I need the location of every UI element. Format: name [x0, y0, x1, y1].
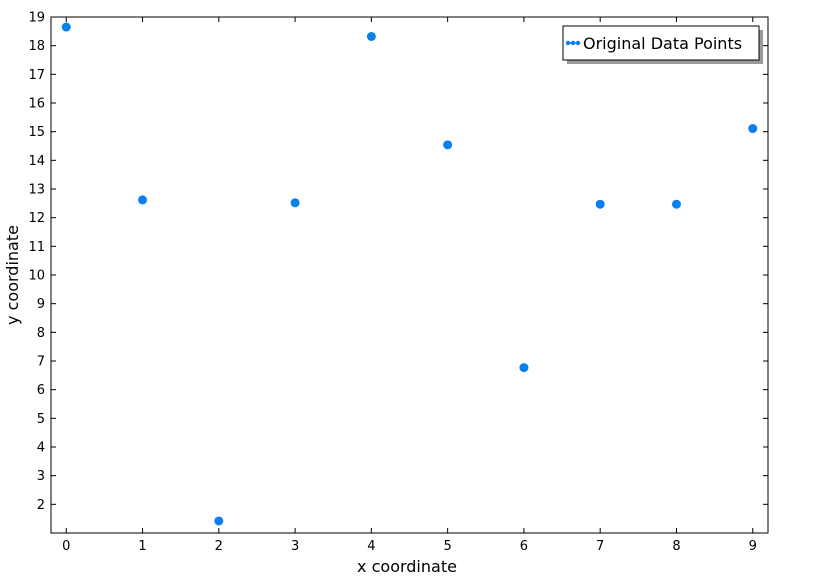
- data-point: [748, 124, 758, 134]
- y-axis-label: y coordinate: [3, 225, 22, 325]
- data-point: [443, 140, 453, 150]
- y-tick-label: 18: [28, 39, 45, 54]
- y-axis-ticks: 2 3 4 5 6 7 8 9 10 11 12 13 14 15 16 17 18 19: [28, 11, 768, 513]
- data-point: [290, 198, 300, 208]
- y-tick-label: 14: [28, 154, 45, 169]
- data-point: [366, 31, 376, 41]
- data-point: [138, 195, 148, 205]
- y-tick-label: 16: [28, 97, 45, 112]
- legend-dot: [570, 40, 576, 46]
- y-tick-label: 17: [28, 68, 45, 83]
- y-tick-label: 2: [37, 498, 45, 513]
- data-point: [519, 363, 529, 373]
- legend-dot: [575, 40, 581, 46]
- legend-label: Original Data Points: [583, 34, 742, 53]
- legend-marker: [565, 40, 581, 46]
- y-tick-label: 5: [37, 412, 45, 427]
- x-tick-label: 6: [520, 539, 528, 554]
- data-point: [214, 516, 224, 526]
- x-axis-ticks: 0 1 2 3 4 5 6 7 8 9: [62, 17, 757, 554]
- y-tick-label: 4: [37, 441, 45, 456]
- y-tick-label: 11: [28, 240, 45, 255]
- x-tick-label: 1: [138, 539, 146, 554]
- data-point: [61, 22, 71, 32]
- y-tick-label: 12: [28, 211, 45, 226]
- x-tick-label: 9: [749, 539, 757, 554]
- y-tick-label: 7: [37, 355, 45, 370]
- y-tick-label: 8: [37, 326, 45, 341]
- x-tick-label: 7: [596, 539, 604, 554]
- x-tick-label: 0: [62, 539, 70, 554]
- plot-frame: [50, 16, 769, 534]
- x-tick-label: 4: [367, 539, 375, 554]
- legend: Original Data Points: [562, 25, 763, 64]
- x-tick-label: 3: [291, 539, 299, 554]
- legend-box: [562, 25, 760, 61]
- y-tick-label: 9: [37, 297, 45, 312]
- legend-dot: [565, 40, 571, 46]
- x-axis-label: x coordinate: [357, 557, 457, 576]
- x-tick-label: 8: [672, 539, 680, 554]
- y-tick-label: 19: [28, 11, 45, 26]
- data-point: [671, 199, 681, 209]
- data-point: [595, 199, 605, 209]
- y-tick-label: 10: [28, 269, 45, 284]
- y-tick-label: 15: [28, 125, 45, 140]
- y-tick-label: 13: [28, 183, 45, 198]
- y-tick-label: 3: [37, 469, 45, 484]
- data-points: [61, 22, 758, 526]
- y-tick-label: 6: [37, 383, 45, 398]
- x-tick-label: 2: [215, 539, 223, 554]
- x-tick-label: 5: [443, 539, 451, 554]
